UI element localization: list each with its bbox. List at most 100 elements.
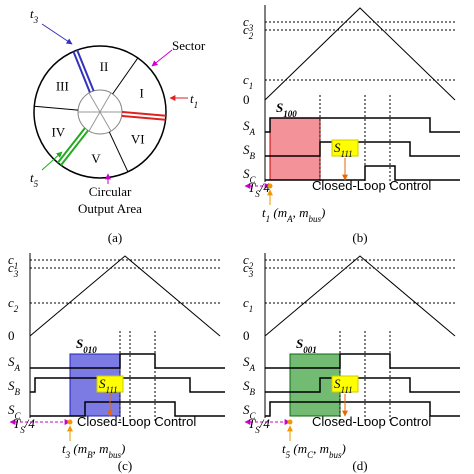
sector-label: I <box>140 86 144 101</box>
subscript: 1 <box>14 261 19 271</box>
carrier <box>29 255 221 337</box>
time-label: t3 <box>30 6 39 25</box>
text-part: T <box>248 416 256 431</box>
vector-label: S010 <box>76 336 97 355</box>
time-label: t5 (mC, mbus) <box>282 441 346 460</box>
sector-label: VI <box>131 131 145 146</box>
subscript: 1 <box>266 214 271 224</box>
subscript: 5 <box>34 179 39 189</box>
zero-vector-box <box>331 139 359 157</box>
subscript: 2 <box>14 304 19 314</box>
carrier <box>264 7 456 101</box>
text-part: S <box>243 378 250 393</box>
signal-label: SC <box>8 402 22 421</box>
level-label: c3 <box>243 14 254 33</box>
outer-circle <box>33 45 167 179</box>
subscript: 3 <box>248 269 254 279</box>
text-part: S <box>243 402 250 417</box>
subscript: A <box>249 127 256 137</box>
caption: (b) <box>352 230 367 245</box>
subscript: A <box>286 214 293 224</box>
level-label: c2 <box>243 22 254 41</box>
vector-label: S100 <box>276 100 297 119</box>
switch-signal <box>265 165 460 181</box>
vector-line <box>76 49 95 92</box>
zero-vector-box <box>96 375 124 393</box>
text-part: c <box>243 22 249 37</box>
text-part: t <box>262 205 266 220</box>
text-part: /4 <box>24 416 36 431</box>
text-part: S <box>243 166 250 181</box>
text-part: t <box>190 91 194 106</box>
text-part: , m <box>293 205 309 220</box>
text-part: S <box>334 376 341 391</box>
text-part: ) <box>341 441 346 456</box>
arrow <box>41 23 73 45</box>
text-part: ) <box>320 205 325 220</box>
signal-label: SC <box>243 402 257 421</box>
level-label: c1 <box>8 252 18 271</box>
signal-label: SB <box>243 142 256 161</box>
text-part: S <box>243 354 250 369</box>
text-part: (m <box>290 441 307 456</box>
switch-signal <box>265 377 460 393</box>
text-part: t <box>30 170 34 185</box>
subscript: S <box>255 189 260 199</box>
switch-signal <box>265 141 460 157</box>
sector-line <box>34 105 79 111</box>
level-label: c2 <box>243 252 254 271</box>
caption: (a) <box>108 230 122 245</box>
period-label: TS/4 <box>13 416 35 435</box>
subscript: 001 <box>303 345 317 355</box>
vector-line <box>121 114 166 121</box>
text-part: T <box>248 180 256 195</box>
sector-label: IV <box>51 124 65 139</box>
zero-vector-label: S111 <box>334 140 353 159</box>
vector-line <box>72 51 91 93</box>
carrier <box>264 255 456 337</box>
sector-line <box>108 131 129 173</box>
level-label: c1 <box>243 72 253 91</box>
text-part: S <box>276 100 283 115</box>
text-part: S <box>8 378 15 393</box>
level-label: c2 <box>8 295 19 314</box>
signal-label: SA <box>243 118 256 137</box>
text-part: , m <box>313 441 329 456</box>
vector-box <box>269 117 321 181</box>
level-label: c3 <box>8 260 19 279</box>
period-label: TS/4 <box>248 416 270 435</box>
spoke <box>99 111 112 132</box>
subscript: 5 <box>286 450 291 460</box>
text-part: c <box>243 252 249 267</box>
subscript: 111 <box>341 385 353 395</box>
time-label: t1 <box>190 91 198 110</box>
sector-label: III <box>56 79 69 94</box>
vector-box <box>69 353 121 417</box>
vector-line <box>60 129 89 166</box>
subscript: B <box>250 387 256 397</box>
subscript: 100 <box>283 109 297 119</box>
subscript: A <box>249 363 256 373</box>
text-part: /4 <box>259 416 271 431</box>
sector-label-text: Sector <box>172 38 206 53</box>
subscript: 2 <box>249 31 254 41</box>
subscript: 3 <box>65 450 71 460</box>
subscript: 2 <box>249 261 254 271</box>
level-label: c3 <box>243 260 254 279</box>
subscript: 3 <box>13 269 19 279</box>
level-label: 0 <box>8 328 15 343</box>
subscript: C <box>250 411 257 421</box>
control-label: Closed-Loop Control <box>312 178 431 193</box>
zero-vector-box <box>331 375 359 393</box>
text-part: T <box>13 416 21 431</box>
text-part: S <box>243 118 250 133</box>
switch-signal <box>265 353 460 369</box>
subscript: bus <box>108 450 121 460</box>
subscript: bus <box>308 214 321 224</box>
signal-label: SB <box>8 378 21 397</box>
period-label: TS/4 <box>248 180 270 199</box>
subscript: 1 <box>249 81 254 91</box>
switch-signal <box>30 353 225 369</box>
time-dot <box>67 419 73 425</box>
